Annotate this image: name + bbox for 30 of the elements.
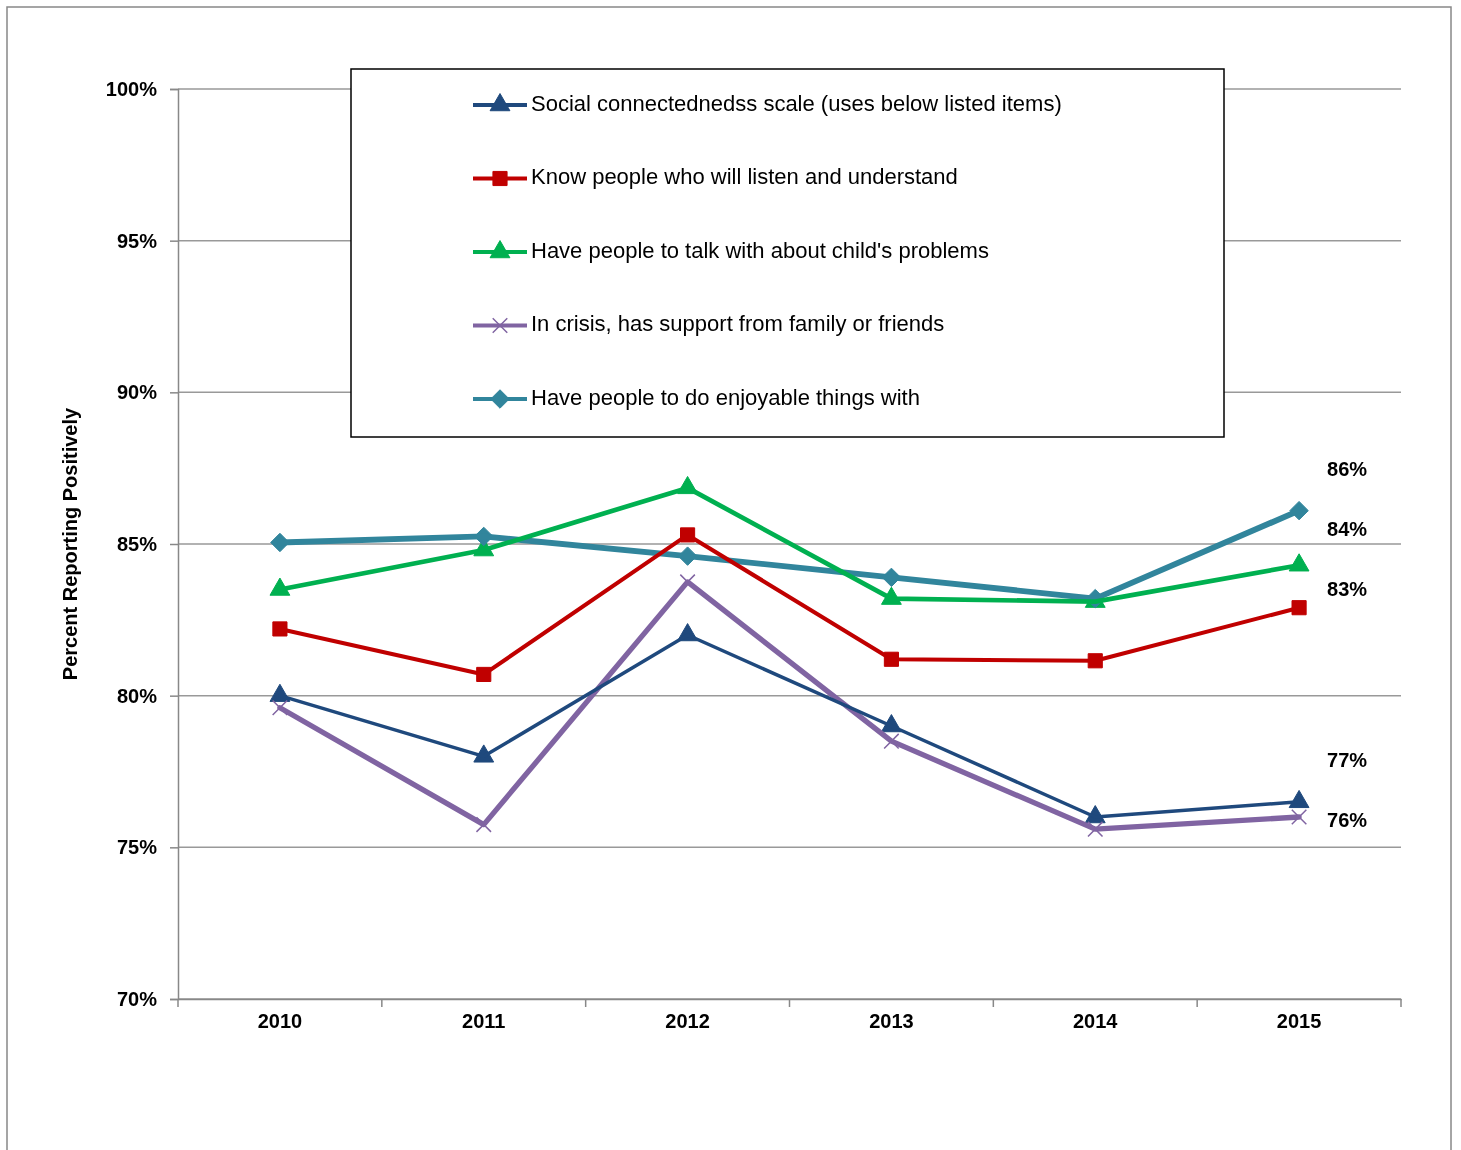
point <box>475 816 492 833</box>
legend-label: Social connectednedss scale (uses below listed items) <box>531 90 1062 116</box>
point <box>272 621 288 637</box>
y-tick-label: 80% <box>116 684 158 707</box>
legend-label: Have people to talk with about child's problems <box>531 237 989 263</box>
x-tick-label: 2011 <box>462 1010 506 1032</box>
legend-label: In crisis, has support from family or friends <box>531 311 945 337</box>
y-tick-label: 100% <box>105 77 158 100</box>
x-tick-label: 2015 <box>1276 1010 1322 1032</box>
legend-label: Know people who will listen and understand <box>531 164 958 190</box>
data-label: 77% <box>1327 749 1368 772</box>
y-tick-label: 70% <box>116 987 158 1010</box>
y-tick-label: 90% <box>116 381 158 404</box>
data-label: 86% <box>1327 457 1368 480</box>
y-tick-label: 95% <box>116 229 158 252</box>
data-label: 76% <box>1327 809 1368 832</box>
x-tick-label: 2010 <box>257 1010 303 1032</box>
y-tick-label: 75% <box>116 836 158 859</box>
point <box>883 733 900 750</box>
x-tick-label: 2014 <box>1073 1010 1119 1032</box>
point <box>1087 821 1104 838</box>
y-tick-label: 85% <box>116 532 158 555</box>
x-tick-label: 2012 <box>665 1010 710 1032</box>
x-tick-label: 2013 <box>869 1010 914 1032</box>
point <box>271 699 288 716</box>
data-label: 83% <box>1327 577 1368 600</box>
point <box>1291 808 1308 826</box>
legend-label: Have people to do enjoyable things with <box>531 384 920 410</box>
data-label: 84% <box>1327 517 1368 540</box>
y-axis-title: Percent Reporting Positively <box>59 406 81 681</box>
